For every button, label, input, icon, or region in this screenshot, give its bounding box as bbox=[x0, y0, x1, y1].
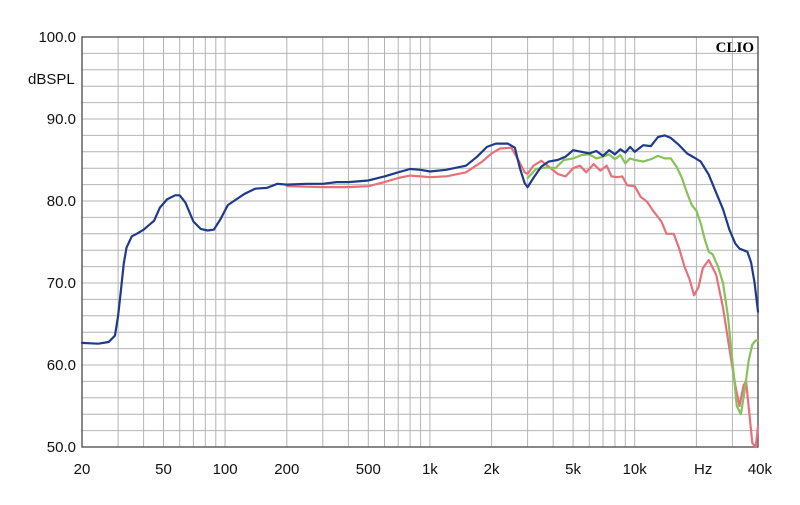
x-axis-label: Hz bbox=[694, 461, 712, 478]
plot-frame bbox=[81, 36, 759, 448]
x-tick-label: 2k bbox=[484, 461, 500, 478]
y-tick-label: 50.0 bbox=[47, 439, 76, 456]
x-tick-label: 10k bbox=[623, 461, 648, 478]
y-tick-label: 100.0 bbox=[38, 29, 76, 46]
y-tick-label: 90.0 bbox=[47, 111, 76, 128]
x-tick-label: 1k bbox=[422, 461, 438, 478]
y-tick-label: 60.0 bbox=[47, 357, 76, 374]
x-tick-label: 5k bbox=[565, 461, 581, 478]
x-tick-label: 100 bbox=[213, 461, 238, 478]
series-group bbox=[80, 134, 760, 449]
series-line-2 bbox=[526, 153, 760, 416]
clio-brand-label: CLIO bbox=[716, 40, 754, 56]
series-line-1 bbox=[285, 146, 760, 449]
y-tick-label: 70.0 bbox=[47, 275, 76, 292]
x-tick-label: 200 bbox=[274, 461, 299, 478]
x-tick-label: 20 bbox=[74, 461, 91, 478]
y-axis-label: dBSPL bbox=[28, 71, 75, 88]
x-tick-label: 500 bbox=[356, 461, 381, 478]
y-axis-tick-labels: 100.0 90.0 80.0 70.0 60.0 50.0 bbox=[38, 29, 76, 456]
x-tick-label: 40k bbox=[748, 461, 773, 478]
x-tick-label: 50 bbox=[155, 461, 172, 478]
y-tick-label: 80.0 bbox=[47, 193, 76, 210]
series-line-3 bbox=[80, 134, 760, 345]
grid bbox=[82, 37, 758, 447]
x-axis-tick-labels: 20 50 100 200 500 1k 2k 5k 10k 40k bbox=[74, 461, 773, 478]
